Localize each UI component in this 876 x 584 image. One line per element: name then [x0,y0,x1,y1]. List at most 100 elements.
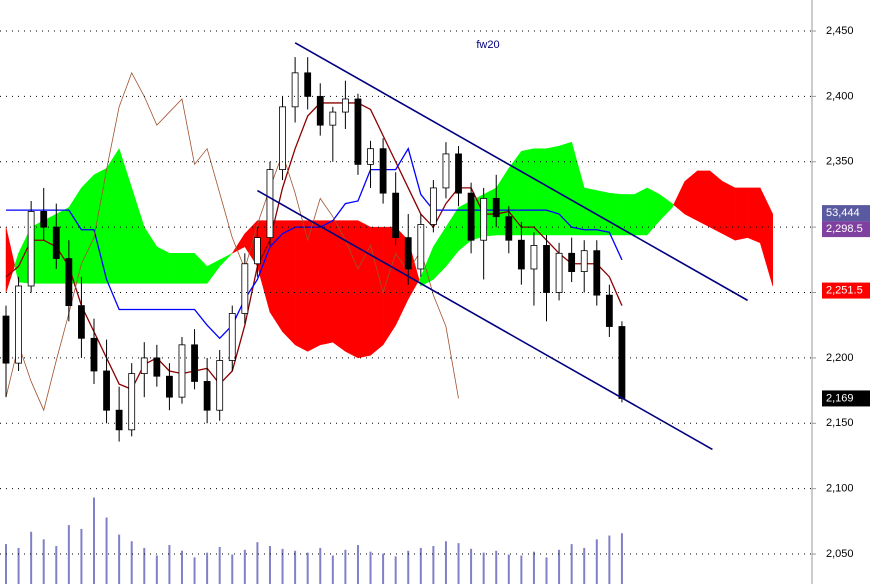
volume-bar [344,549,347,584]
candle-body [467,192,475,241]
candle-body [178,344,186,398]
volume-bar [130,541,133,584]
candle-body [228,313,236,361]
cloud [231,232,246,254]
volume-bar [583,547,586,584]
candle-body [90,337,98,372]
candle-body [442,153,450,189]
cloud [445,206,459,268]
candle-body [316,95,324,126]
cloud [169,253,183,284]
volume-bar [507,554,510,584]
volume-bar [595,539,598,584]
candle-body [392,192,400,239]
cloud [621,194,635,236]
candle-body [329,111,337,126]
volume-label-box [822,205,870,222]
candle-body [480,197,488,241]
candle-body [115,409,123,431]
volume-bar [432,546,435,584]
cloud [433,226,447,281]
candle-body [543,245,550,293]
candle-body [65,258,73,306]
cloud [596,190,610,236]
price-label-box [822,390,870,407]
volume-bar [419,547,422,584]
candle-body [568,252,576,273]
cloud [81,174,95,284]
indicator-line [5,71,459,412]
volume-bar [558,549,561,584]
cloud [734,187,748,241]
candle-body [379,148,387,194]
candle-body [417,224,425,270]
candle-body [128,373,136,431]
cloud [747,187,761,244]
volume-bar [470,548,473,584]
candle-body [27,211,35,287]
cloud [181,253,195,284]
plot-area [2,42,774,584]
volume-bar [118,534,121,584]
volume-bar [42,539,45,584]
volume-bar [394,556,397,584]
cloud [546,145,560,236]
volume-bar [331,555,334,584]
price-label: 2,251.5 [826,284,863,296]
candle-body [618,326,626,399]
cloud [759,187,774,287]
candle-body [341,98,349,113]
candle-body [78,305,85,339]
volume-bar [444,541,447,584]
volume-bar [155,555,158,584]
cloud [156,246,170,284]
candle-body [291,72,299,108]
cloud [634,187,648,236]
candle-body [367,148,374,165]
volume-bar [206,552,209,584]
cloud [659,193,673,222]
volume-bar [532,551,535,584]
candle-body [153,357,161,377]
volume-bar [67,525,70,584]
y-tick-label: 2,050 [826,548,854,560]
cloud [118,148,132,284]
cloud [194,252,208,284]
cloud [709,170,723,235]
cloud [697,170,711,228]
volume-bar [17,547,20,584]
price-label: 2,298.5 [826,223,863,235]
candle-body [191,344,198,382]
candle-body [103,370,110,411]
candle-body [555,252,563,293]
indicator-line [5,102,623,391]
cloud [206,259,220,285]
volume-bar [5,544,7,584]
volume-bar [356,545,359,584]
trend-line [294,42,749,302]
candle-body [216,360,224,411]
candle-body [279,106,286,171]
volume-bar [180,550,183,584]
candle-body [266,169,274,239]
volume-bar [306,552,309,584]
volume-bar [92,497,95,584]
candle-body [241,263,249,314]
cloud [609,192,623,236]
cloud [684,170,698,222]
volume-bar [620,533,623,584]
volume-bar [268,546,271,584]
candle-body [455,153,462,194]
cloud [219,253,233,267]
candle-body [492,197,500,218]
volume-bar [407,550,410,584]
candle-body [253,237,261,265]
volume-bar [256,542,259,584]
volume-bar [55,546,58,584]
cloud [571,142,585,236]
y-tick-label: 2,100 [826,483,854,495]
y-tick-label: 2,350 [826,156,854,168]
volume-bar [80,528,83,584]
volume-bar [105,517,108,584]
candle-body [354,98,362,165]
